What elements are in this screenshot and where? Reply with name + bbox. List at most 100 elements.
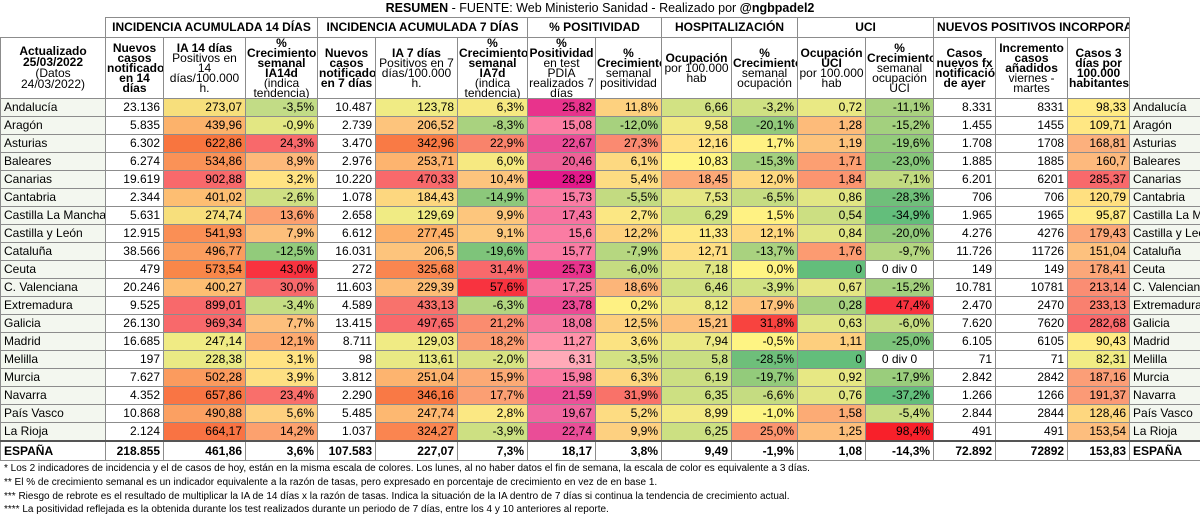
data-cell: 47,4% xyxy=(866,297,934,315)
region-name-right: Castilla La Mancha xyxy=(1130,207,1200,225)
data-cell: 0,54 xyxy=(798,207,866,225)
data-cell: 43,0% xyxy=(246,261,318,279)
data-cell: -7,9% xyxy=(596,243,662,261)
data-cell: 38.566 xyxy=(106,243,164,261)
data-cell: 6,29 xyxy=(662,207,732,225)
data-cell: 11.603 xyxy=(318,279,376,297)
data-cell: -12,0% xyxy=(596,117,662,135)
data-cell: 9.525 xyxy=(106,297,164,315)
total-cell: 1,08 xyxy=(798,441,866,461)
data-cell: 1885 xyxy=(996,153,1068,171)
data-cell: 657,86 xyxy=(164,387,246,405)
data-cell: 342,96 xyxy=(376,135,458,153)
data-cell: 27,3% xyxy=(596,135,662,153)
data-cell: 272 xyxy=(318,261,376,279)
data-cell: 1.078 xyxy=(318,189,376,207)
data-cell: 4.276 xyxy=(934,225,996,243)
column-header: Nuevos casos notificados en 14 días xyxy=(106,38,164,99)
data-cell: 9,9% xyxy=(458,207,528,225)
data-cell: 11,8% xyxy=(596,99,662,117)
report-title: RESUMEN - FUENTE: Web Ministerio Sanidad… xyxy=(0,0,1200,17)
data-cell: 14,2% xyxy=(246,423,318,442)
total-cell: 107.583 xyxy=(318,441,376,461)
data-cell: 149 xyxy=(996,261,1068,279)
data-cell: 8.331 xyxy=(934,99,996,117)
data-cell: -19,6% xyxy=(458,243,528,261)
data-cell: 7620 xyxy=(996,315,1068,333)
region-name-right: La Rioja xyxy=(1130,423,1200,442)
data-cell: 573,54 xyxy=(164,261,246,279)
region-name-right: Navarra xyxy=(1130,387,1200,405)
data-cell: -3,9% xyxy=(458,423,528,442)
data-cell: 1708 xyxy=(996,135,1068,153)
region-name-right: Ceuta xyxy=(1130,261,1200,279)
data-cell: -25,0% xyxy=(866,333,934,351)
data-cell: 197 xyxy=(106,351,164,369)
data-cell: 5,6% xyxy=(246,405,318,423)
data-cell: -6,0% xyxy=(596,261,662,279)
data-cell: 15,21 xyxy=(662,315,732,333)
column-header-row: Actualizado 25/03/2022 (Datos 24/03/2022… xyxy=(1,38,1200,99)
data-cell: 0,76 xyxy=(798,387,866,405)
data-cell: 20,46 xyxy=(528,153,596,171)
data-cell: 706 xyxy=(934,189,996,207)
data-cell: 5,8 xyxy=(662,351,732,369)
column-header: % Crecimiento semanal IA14d(indica tende… xyxy=(246,38,318,99)
data-cell: 0,0% xyxy=(732,261,798,279)
data-cell: 25,82 xyxy=(528,99,596,117)
data-cell: 206,5 xyxy=(376,243,458,261)
data-cell: 7,18 xyxy=(662,261,732,279)
data-cell: 31,8% xyxy=(732,315,798,333)
data-cell: 10,83 xyxy=(662,153,732,171)
data-cell: 5.835 xyxy=(106,117,164,135)
title-source: - FUENTE: Web Ministerio Sanidad - Reali… xyxy=(448,1,740,15)
corner-cell-right xyxy=(1130,18,1200,38)
data-cell: -15,3% xyxy=(732,153,798,171)
data-cell: 277,45 xyxy=(376,225,458,243)
column-header-sub: (indica tendencia) xyxy=(464,76,520,99)
data-cell: 4.589 xyxy=(318,297,376,315)
region-name-right: Baleares xyxy=(1130,153,1200,171)
data-cell: 6.274 xyxy=(106,153,164,171)
data-cell: 2470 xyxy=(996,297,1068,315)
total-cell: 461,86 xyxy=(164,441,246,461)
data-cell: 1.885 xyxy=(934,153,996,171)
region-name-right: Cantabria xyxy=(1130,189,1200,207)
data-cell: -12,5% xyxy=(246,243,318,261)
data-cell: 1965 xyxy=(996,207,1068,225)
group-hospitalizacion: HOSPITALIZACIÓN xyxy=(662,18,798,38)
update-date: Actualizado 25/03/2022 (Datos 24/03/2022… xyxy=(1,38,106,99)
region-name: Asturias xyxy=(1,135,106,153)
data-cell: 706 xyxy=(996,189,1068,207)
data-cell: 6,1% xyxy=(596,153,662,171)
column-header-main: % Crecimiento semanal IA7d xyxy=(459,38,528,81)
data-cell: 23.136 xyxy=(106,99,164,117)
data-cell: 17,25 xyxy=(528,279,596,297)
column-header: % Crecimiento semanal IA7d(indica tenden… xyxy=(458,38,528,99)
data-cell: 470,33 xyxy=(376,171,458,189)
header-blank xyxy=(1130,38,1200,99)
data-cell: 17,7% xyxy=(458,387,528,405)
data-cell: 6201 xyxy=(996,171,1068,189)
data-cell: 2,7% xyxy=(596,207,662,225)
data-cell: 0,86 xyxy=(798,189,866,207)
region-name-right: C. Valenciana xyxy=(1130,279,1200,297)
data-cell: -37,2% xyxy=(866,387,934,405)
data-cell: 664,17 xyxy=(164,423,246,442)
data-cell: 7,53 xyxy=(662,189,732,207)
data-cell: 22,74 xyxy=(528,423,596,442)
data-cell: 129,03 xyxy=(376,333,458,351)
data-cell: -17,9% xyxy=(866,369,934,387)
total-cell: 7,3% xyxy=(458,441,528,461)
data-cell: 57,6% xyxy=(458,279,528,297)
data-cell: 179,43 xyxy=(1068,225,1130,243)
